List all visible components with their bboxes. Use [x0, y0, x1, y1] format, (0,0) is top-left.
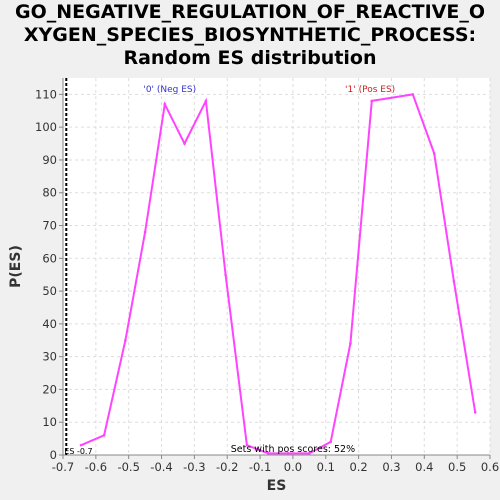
y-tick-label: 90 — [42, 153, 57, 167]
x-tick-label: 0.1 — [317, 460, 335, 474]
y-tick-label: 10 — [42, 415, 57, 429]
data-point — [183, 142, 186, 145]
x-tick-label: 0.3 — [382, 460, 400, 474]
pos-es-label: '1' (Pos ES) — [345, 85, 395, 95]
chart-title: GO_NEGATIVE_REGULATION_OF_REACTIVE_O XYG… — [0, 1, 500, 70]
y-tick-label: 40 — [42, 317, 57, 331]
y-tick-label: 100 — [35, 120, 57, 134]
x-tick-label: -0.6 — [85, 460, 107, 474]
data-points — [79, 93, 477, 455]
data-point — [124, 338, 127, 342]
y-tick-label: 110 — [35, 87, 57, 101]
x-tick-label: -0.2 — [216, 460, 238, 474]
x-tick-label: 0.6 — [481, 460, 499, 474]
data-point — [266, 452, 270, 455]
tick-labels: 0 10 20 30 40 50 60 70 80 90 100 110 -0.7 -0.6 -0.5 -0.… — [35, 87, 499, 474]
neg-es-label: '0' (Neg ES) — [143, 85, 196, 95]
y-tick-label: 30 — [42, 350, 57, 364]
chart-title-line-2: XYGEN_SPECIES_BIOSYNTHETIC_PROCESS: — [23, 24, 477, 46]
pos-scores-label: Sets with pos scores: 52% — [231, 444, 355, 455]
data-point — [224, 273, 227, 276]
x-axis-label: ES — [267, 478, 287, 494]
chart-title-line-3: Random ES distribution — [123, 47, 377, 69]
data-point — [143, 230, 147, 234]
y-tick-label: 0 — [50, 448, 57, 462]
y-axis-label: P(ES) — [8, 245, 24, 288]
data-point — [204, 99, 208, 103]
x-tick-label: -0.4 — [150, 460, 172, 474]
data-point — [370, 99, 374, 103]
data-point — [432, 152, 436, 155]
y-tick-label: 80 — [42, 186, 57, 200]
data-point — [349, 342, 352, 345]
x-tick-label: -0.5 — [117, 460, 139, 474]
data-point — [411, 93, 415, 96]
es-marker-label: ES -0.7 — [64, 447, 92, 456]
axes — [59, 78, 491, 459]
x-tick-label: 0.5 — [448, 460, 466, 474]
data-point — [286, 452, 290, 455]
y-tick-label: 50 — [42, 284, 57, 298]
data-point — [473, 411, 477, 414]
data-point — [245, 443, 249, 447]
x-tick-label: -0.3 — [183, 460, 205, 474]
data-point — [452, 279, 456, 283]
x-tick-label: 0.0 — [284, 460, 302, 474]
x-tick-label: -0.1 — [249, 460, 271, 474]
x-tick-label: -0.7 — [52, 460, 74, 474]
data-point — [329, 440, 332, 444]
x-tick-label: 0.4 — [415, 460, 433, 474]
y-tick-label: 60 — [42, 251, 57, 265]
data-point — [163, 102, 167, 106]
y-tick-label: 20 — [42, 382, 57, 396]
data-point — [79, 443, 83, 447]
y-tick-label: 70 — [42, 219, 57, 233]
data-point — [102, 434, 106, 437]
x-tick-label: 0.2 — [349, 460, 367, 474]
data-point — [308, 452, 311, 455]
chart-title-line-1: GO_NEGATIVE_REGULATION_OF_REACTIVE_O — [15, 1, 485, 23]
plot-background — [63, 78, 490, 455]
